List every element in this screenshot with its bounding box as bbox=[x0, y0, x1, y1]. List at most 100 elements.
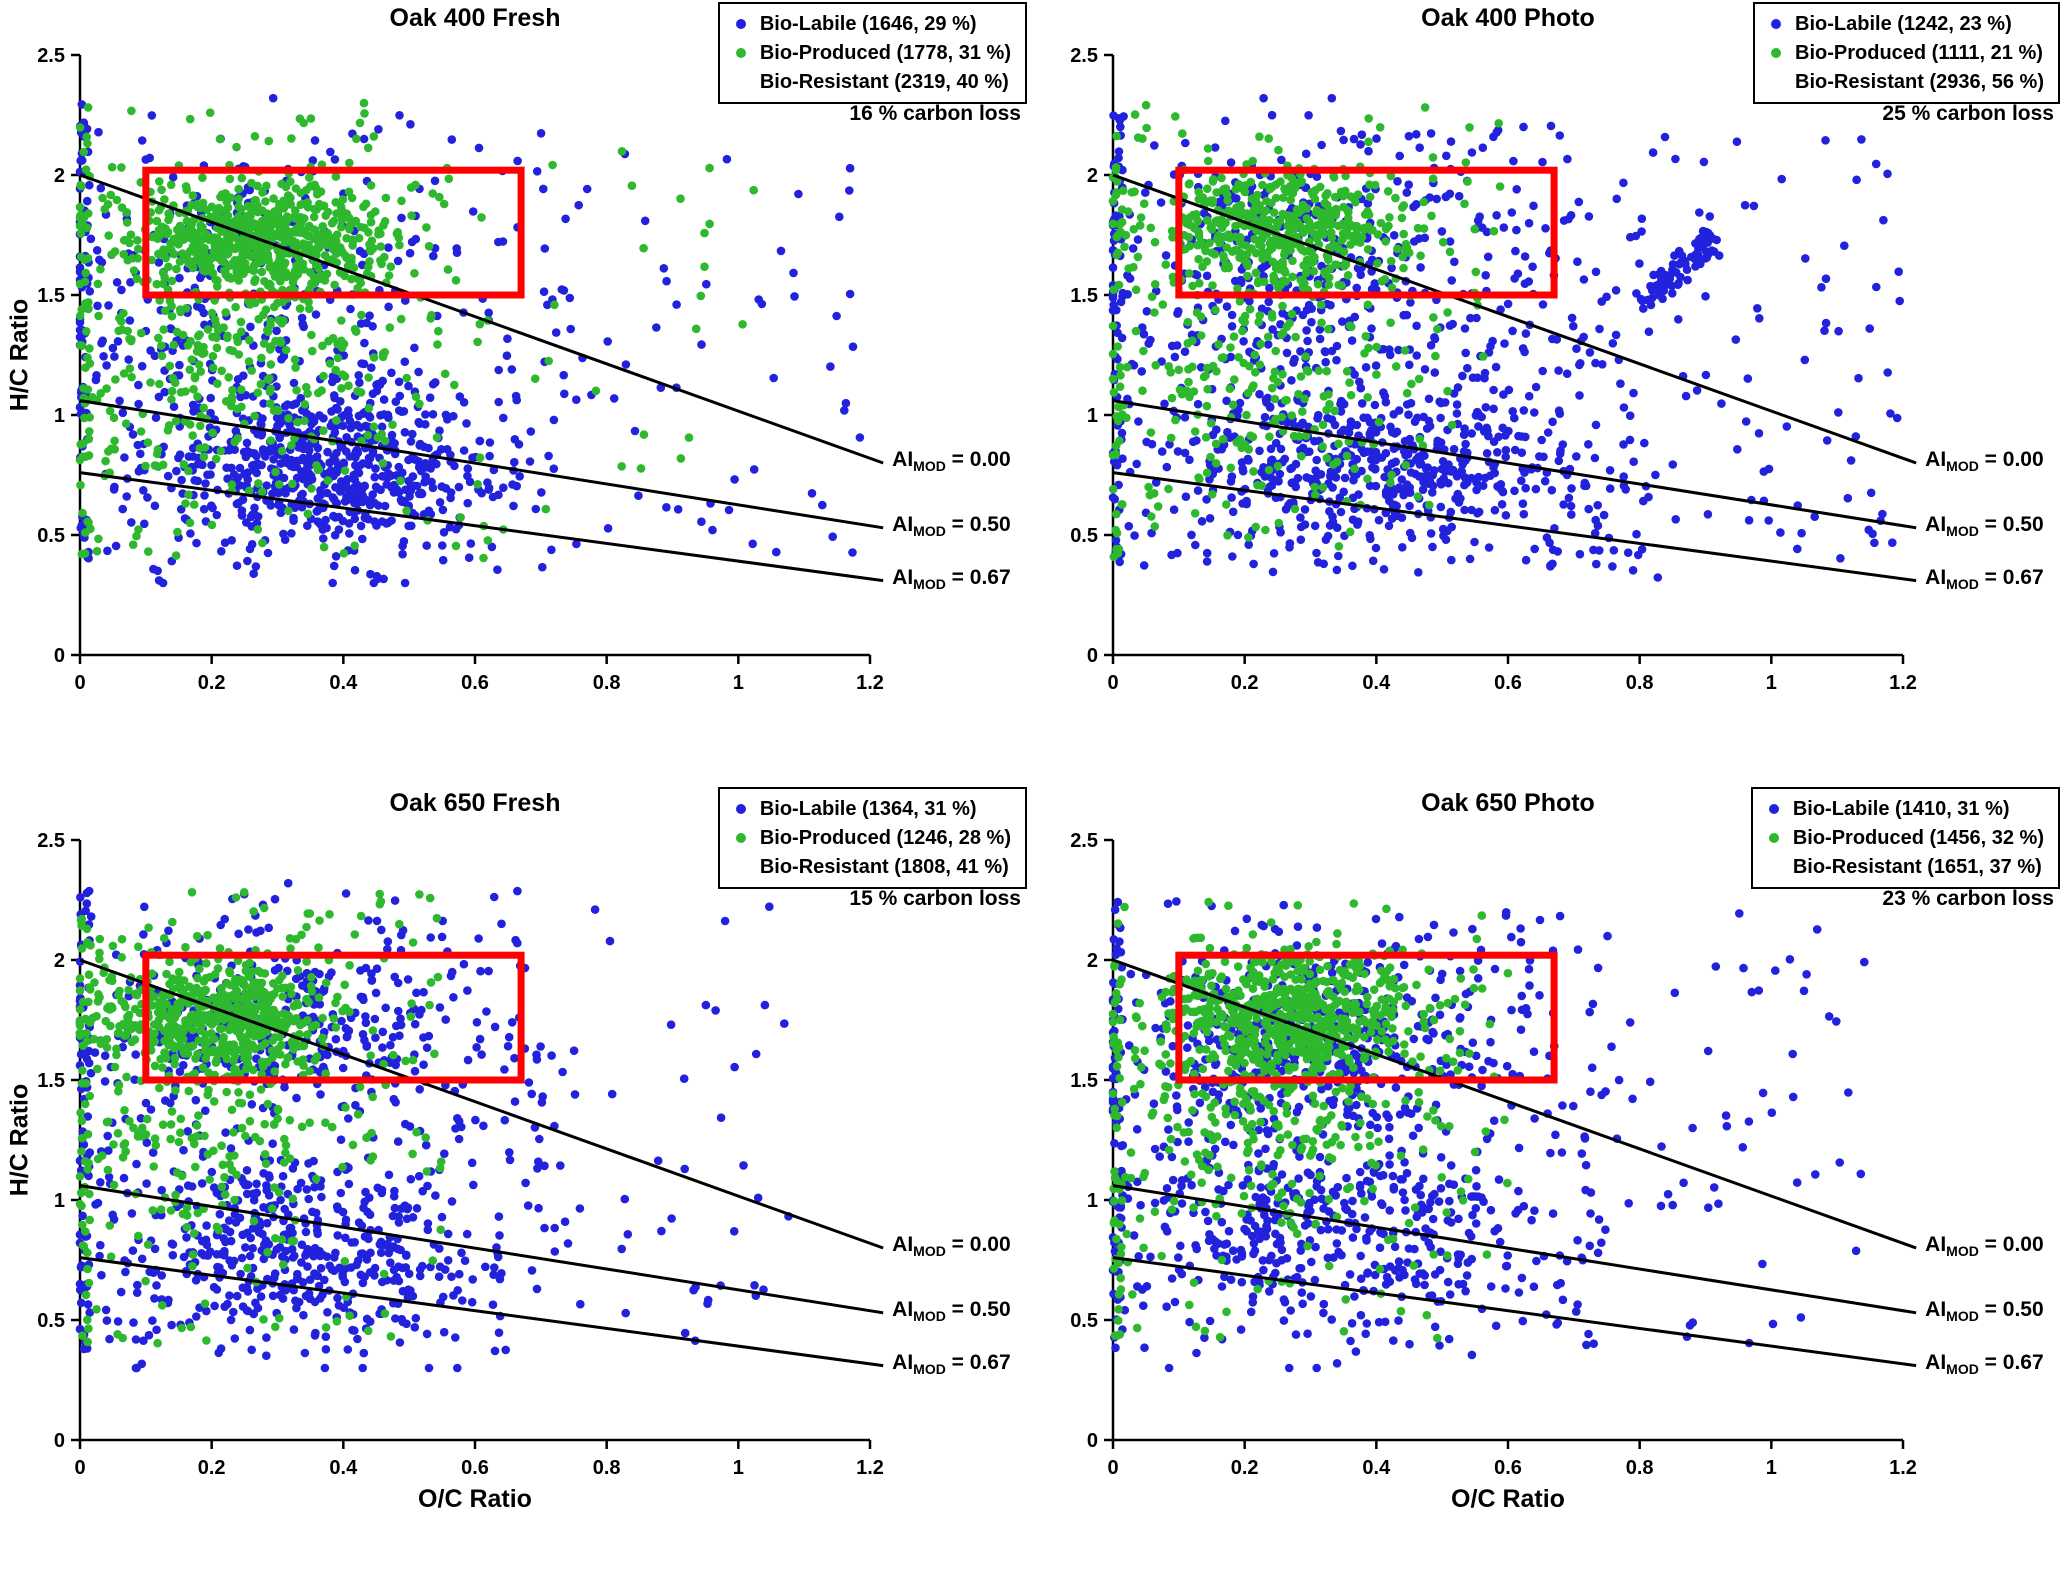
svg-text:0.8: 0.8 bbox=[593, 1457, 621, 1479]
carbon-loss-label: 23 % carbon loss bbox=[1882, 887, 2054, 910]
bio-produced-marker-icon bbox=[1771, 48, 1782, 58]
legend-label: Bio-Resistant (1808, 41 %) bbox=[759, 856, 1009, 878]
aimod-text: AI bbox=[1925, 1233, 1947, 1256]
aimod-0.50-label: AIMOD = 0.50 bbox=[1925, 513, 2043, 539]
svg-text:0: 0 bbox=[1107, 672, 1118, 694]
aimod-eq: = 0.67 bbox=[1978, 1350, 2044, 1374]
legend-row-bio-resistant: Bio-Resistant (1651, 37 %) bbox=[1761, 854, 2044, 880]
scatter-canvas-oak-400-photo: 0 0.2 0.4 0.6 0.8 1 1.2 0 0.5 1 1.5 2 2.5 bbox=[1070, 45, 1917, 694]
svg-text:0.2: 0.2 bbox=[198, 672, 226, 694]
svg-text:0.4: 0.4 bbox=[1362, 672, 1391, 694]
bio-produced-marker-icon bbox=[735, 833, 746, 843]
svg-text:0.5: 0.5 bbox=[1070, 525, 1098, 547]
aimod-0.00-label: AIMOD = 0.00 bbox=[1925, 1233, 2043, 1259]
legend-label: Bio-Labile (1364, 31 %) bbox=[759, 798, 977, 820]
aimod-text: AI bbox=[1925, 1350, 1947, 1374]
aimod-text: AI bbox=[1925, 1297, 1947, 1321]
plot-title: Oak 650 Fresh bbox=[389, 789, 561, 817]
legend-label: Bio-Resistant (2936, 56 %) bbox=[1795, 71, 2044, 93]
svg-text:1: 1 bbox=[1766, 672, 1777, 694]
legend-row-bio-labile: Bio-Labile (1410, 31 %) bbox=[1761, 796, 2044, 822]
legend-label: Bio-Labile (1410, 31 %) bbox=[1792, 798, 2010, 820]
bio-produced-marker-icon bbox=[735, 48, 746, 58]
aimod-eq: = 0.50 bbox=[1978, 1297, 2044, 1321]
aimod-text: AI bbox=[892, 1297, 914, 1321]
panel-oak-400-photo: 0 0.2 0.4 0.6 0.8 1 1.2 0 0.5 1 1.5 2 2.5 Oak 400 Ph… bbox=[1033, 0, 2066, 785]
svg-text:0.6: 0.6 bbox=[1494, 672, 1522, 694]
aimod-sub: MOD bbox=[913, 575, 946, 592]
aimod-eq: = 0.00 bbox=[945, 448, 1011, 471]
svg-text:2: 2 bbox=[54, 165, 65, 187]
legend-row-bio-resistant: Bio-Resistant (1808, 41 %) bbox=[728, 854, 1011, 880]
aimod-eq: = 0.50 bbox=[945, 1297, 1011, 1321]
aimod-sub: MOD bbox=[913, 1360, 946, 1377]
aimod-text: AI bbox=[1925, 565, 1947, 589]
svg-text:0.4: 0.4 bbox=[329, 672, 358, 694]
aimod-0.67-label: AIMOD = 0.67 bbox=[892, 566, 1010, 592]
aimod-text: AI bbox=[892, 512, 914, 536]
svg-text:0.8: 0.8 bbox=[1626, 672, 1654, 694]
svg-text:1.5: 1.5 bbox=[1070, 285, 1098, 307]
svg-text:2.5: 2.5 bbox=[37, 830, 65, 852]
svg-text:1.2: 1.2 bbox=[1889, 672, 1917, 694]
aimod-0.00-label: AIMOD = 0.00 bbox=[892, 448, 1010, 474]
legend-row-bio-labile: Bio-Labile (1646, 29 %) bbox=[728, 11, 1011, 37]
svg-text:0.4: 0.4 bbox=[329, 1457, 358, 1479]
legend: Bio-Labile (1242, 23 %) Bio-Produced (11… bbox=[1753, 2, 2060, 104]
panel-oak-650-fresh: 0 0.2 0.4 0.6 0.8 1 1.2 0 0.5 1 1.5 2 2.5 Oak 650 Fr… bbox=[0, 785, 1033, 1570]
legend-label: Bio-Labile (1242, 23 %) bbox=[1795, 13, 2012, 35]
aimod-0.50-label: AIMOD = 0.50 bbox=[892, 513, 1010, 539]
aimod-text: AI bbox=[892, 1350, 914, 1374]
legend-row-bio-labile: Bio-Labile (1364, 31 %) bbox=[728, 796, 1011, 822]
no-marker bbox=[736, 862, 746, 872]
svg-text:0: 0 bbox=[54, 645, 65, 667]
svg-text:1: 1 bbox=[733, 1457, 744, 1479]
svg-text:2.5: 2.5 bbox=[37, 45, 65, 67]
no-marker bbox=[1769, 862, 1779, 872]
aimod-0.50-label: AIMOD = 0.50 bbox=[1925, 1298, 2043, 1324]
aimod-text: AI bbox=[892, 1233, 914, 1256]
aimod-text: AI bbox=[892, 565, 914, 589]
legend-label: Bio-Produced (1246, 28 %) bbox=[759, 827, 1011, 849]
svg-text:0.6: 0.6 bbox=[461, 1457, 489, 1479]
svg-text:0.6: 0.6 bbox=[461, 672, 489, 694]
svg-text:0: 0 bbox=[74, 1457, 85, 1479]
bio-labile-marker-icon bbox=[735, 19, 746, 29]
svg-text:0: 0 bbox=[1087, 645, 1098, 667]
no-marker bbox=[736, 77, 746, 87]
svg-text:1: 1 bbox=[733, 672, 744, 694]
aimod-sub: MOD bbox=[1946, 1307, 1979, 1324]
aimod-eq: = 0.67 bbox=[945, 1350, 1011, 1374]
y-axis-title: H/C Ratio bbox=[5, 1083, 34, 1197]
svg-text:2: 2 bbox=[54, 950, 65, 972]
legend-row-bio-produced: Bio-Produced (1778, 31 %) bbox=[728, 40, 1011, 66]
legend: Bio-Labile (1410, 31 %) Bio-Produced (14… bbox=[1750, 787, 2060, 889]
legend: Bio-Labile (1364, 31 %) Bio-Produced (12… bbox=[717, 787, 1027, 889]
legend-row-bio-produced: Bio-Produced (1456, 32 %) bbox=[1761, 825, 2044, 851]
legend-label: Bio-Produced (1778, 31 %) bbox=[759, 42, 1011, 64]
panel-oak-400-fresh: 0 0.2 0.4 0.6 0.8 1 1.2 0 0.5 1 1.5 2 2.5 Oak 400 Fr… bbox=[0, 0, 1033, 785]
aimod-0.00-label: AIMOD = 0.00 bbox=[1925, 448, 2043, 474]
aimod-0.00-label: AIMOD = 0.00 bbox=[892, 1233, 1010, 1259]
aimod-0.67-label: AIMOD = 0.67 bbox=[892, 1351, 1010, 1377]
aimod-0.67-label: AIMOD = 0.67 bbox=[1925, 566, 2043, 592]
aimod-text: AI bbox=[1925, 448, 1947, 471]
aimod-sub: MOD bbox=[1946, 575, 1979, 592]
aimod-eq: = 0.00 bbox=[945, 1233, 1011, 1256]
legend-label: Bio-Labile (1646, 29 %) bbox=[759, 13, 977, 35]
aimod-eq: = 0.67 bbox=[945, 565, 1011, 589]
svg-text:1.2: 1.2 bbox=[856, 672, 884, 694]
legend-label: Bio-Produced (1456, 32 %) bbox=[1792, 827, 2044, 849]
legend-label: Bio-Resistant (2319, 40 %) bbox=[759, 71, 1009, 93]
aimod-text: AI bbox=[1925, 512, 1947, 536]
aimod-eq: = 0.67 bbox=[1978, 565, 2044, 589]
carbon-loss-label: 16 % carbon loss bbox=[849, 102, 1021, 125]
svg-text:1: 1 bbox=[1087, 405, 1098, 427]
aimod-eq: = 0.00 bbox=[1978, 1233, 2044, 1256]
svg-text:0: 0 bbox=[74, 672, 85, 694]
scatter-canvas-oak-650-photo: 0 0.2 0.4 0.6 0.8 1 1.200.511.522.5 bbox=[1070, 830, 1917, 1479]
aimod-0.67-label: AIMOD = 0.67 bbox=[1925, 1351, 2043, 1377]
legend-row-bio-produced: Bio-Produced (1246, 28 %) bbox=[728, 825, 1011, 851]
aimod-0.50-label: AIMOD = 0.50 bbox=[892, 1298, 1010, 1324]
